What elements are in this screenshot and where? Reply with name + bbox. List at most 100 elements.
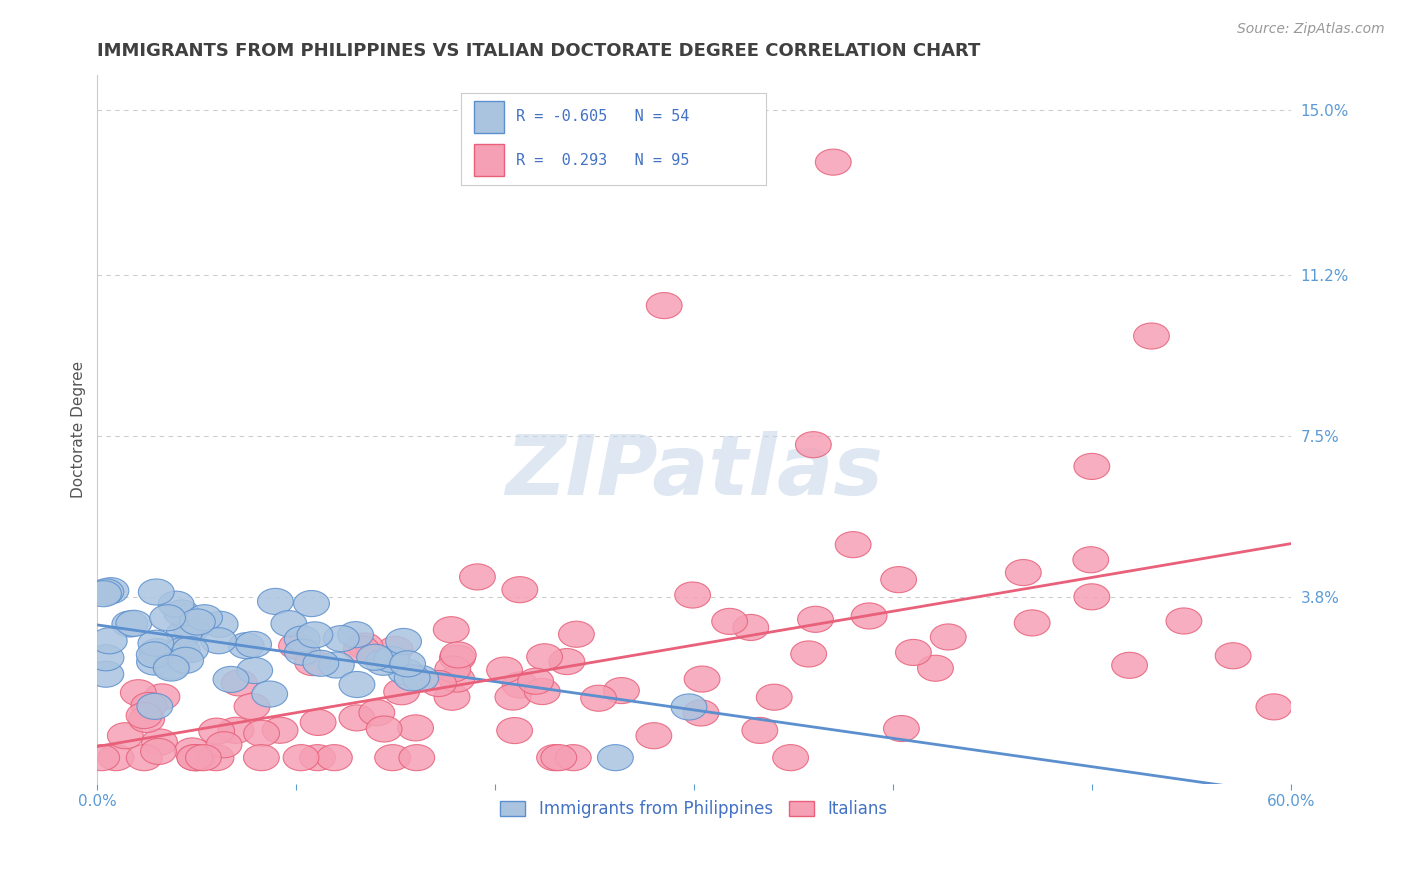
Ellipse shape: [131, 692, 167, 718]
Ellipse shape: [221, 670, 257, 696]
Ellipse shape: [89, 645, 124, 671]
Ellipse shape: [153, 653, 190, 679]
Legend: Immigrants from Philippines, Italians: Immigrants from Philippines, Italians: [494, 794, 894, 825]
Ellipse shape: [685, 666, 720, 692]
Ellipse shape: [495, 684, 531, 710]
Ellipse shape: [402, 665, 439, 691]
Ellipse shape: [316, 745, 353, 771]
Ellipse shape: [675, 582, 710, 608]
Ellipse shape: [127, 703, 162, 729]
Ellipse shape: [139, 639, 176, 665]
Text: IMMIGRANTS FROM PHILIPPINES VS ITALIAN DOCTORATE DEGREE CORRELATION CHART: IMMIGRANTS FROM PHILIPPINES VS ITALIAN D…: [97, 42, 981, 60]
Ellipse shape: [214, 666, 249, 692]
Ellipse shape: [733, 615, 769, 640]
Ellipse shape: [262, 717, 298, 743]
Ellipse shape: [496, 717, 533, 744]
Ellipse shape: [375, 745, 411, 771]
Ellipse shape: [683, 700, 718, 726]
Ellipse shape: [173, 637, 208, 663]
Ellipse shape: [271, 611, 307, 637]
Ellipse shape: [236, 632, 271, 657]
Ellipse shape: [143, 684, 180, 710]
Ellipse shape: [558, 621, 595, 648]
Ellipse shape: [796, 432, 831, 458]
Ellipse shape: [671, 694, 707, 720]
Ellipse shape: [603, 678, 640, 704]
Ellipse shape: [186, 745, 221, 771]
Ellipse shape: [187, 605, 222, 631]
Ellipse shape: [142, 729, 177, 755]
Ellipse shape: [174, 738, 209, 764]
Ellipse shape: [165, 600, 200, 626]
Ellipse shape: [323, 625, 359, 652]
Ellipse shape: [815, 149, 851, 175]
Ellipse shape: [524, 679, 560, 705]
Ellipse shape: [159, 591, 194, 617]
Ellipse shape: [180, 745, 217, 771]
Ellipse shape: [207, 731, 242, 757]
Ellipse shape: [198, 718, 235, 744]
Ellipse shape: [138, 631, 174, 657]
Ellipse shape: [136, 693, 173, 719]
Ellipse shape: [636, 723, 672, 748]
Ellipse shape: [337, 622, 374, 648]
Ellipse shape: [385, 629, 422, 655]
Ellipse shape: [366, 716, 402, 742]
Ellipse shape: [439, 666, 475, 692]
Ellipse shape: [1014, 610, 1050, 636]
Ellipse shape: [127, 745, 162, 771]
Ellipse shape: [319, 652, 354, 678]
Ellipse shape: [555, 745, 591, 771]
Text: Source: ZipAtlas.com: Source: ZipAtlas.com: [1237, 22, 1385, 37]
Ellipse shape: [115, 610, 152, 636]
Ellipse shape: [647, 293, 682, 318]
Ellipse shape: [790, 641, 827, 667]
Ellipse shape: [129, 706, 165, 732]
Ellipse shape: [883, 715, 920, 741]
Ellipse shape: [598, 745, 633, 771]
Ellipse shape: [502, 672, 538, 698]
Ellipse shape: [433, 616, 470, 643]
Ellipse shape: [177, 745, 212, 771]
Ellipse shape: [177, 745, 214, 771]
Ellipse shape: [1166, 608, 1202, 634]
Ellipse shape: [835, 532, 872, 558]
Ellipse shape: [165, 638, 200, 664]
Ellipse shape: [434, 656, 471, 682]
Ellipse shape: [527, 644, 562, 670]
Ellipse shape: [228, 632, 264, 658]
Ellipse shape: [98, 745, 134, 771]
Text: ZIPatlas: ZIPatlas: [505, 432, 883, 513]
Ellipse shape: [357, 644, 392, 670]
Ellipse shape: [384, 679, 419, 705]
Ellipse shape: [399, 745, 434, 771]
Ellipse shape: [797, 607, 834, 632]
Ellipse shape: [252, 681, 288, 707]
Ellipse shape: [773, 745, 808, 771]
Ellipse shape: [284, 639, 321, 665]
Ellipse shape: [389, 651, 426, 677]
Ellipse shape: [236, 657, 273, 683]
Ellipse shape: [201, 628, 236, 654]
Ellipse shape: [202, 611, 238, 638]
Ellipse shape: [301, 709, 336, 736]
Ellipse shape: [420, 671, 457, 697]
Ellipse shape: [440, 645, 475, 671]
Ellipse shape: [278, 633, 315, 659]
Ellipse shape: [1112, 652, 1147, 678]
Ellipse shape: [502, 576, 537, 603]
Ellipse shape: [366, 649, 401, 675]
Ellipse shape: [742, 717, 778, 743]
Ellipse shape: [517, 668, 554, 694]
Ellipse shape: [302, 650, 339, 676]
Ellipse shape: [138, 579, 174, 605]
Ellipse shape: [1215, 643, 1251, 669]
Ellipse shape: [388, 659, 423, 685]
Ellipse shape: [880, 566, 917, 592]
Ellipse shape: [931, 624, 966, 650]
Ellipse shape: [339, 705, 375, 731]
Ellipse shape: [283, 745, 319, 771]
Ellipse shape: [851, 603, 887, 629]
Ellipse shape: [89, 579, 124, 605]
Ellipse shape: [548, 648, 585, 674]
